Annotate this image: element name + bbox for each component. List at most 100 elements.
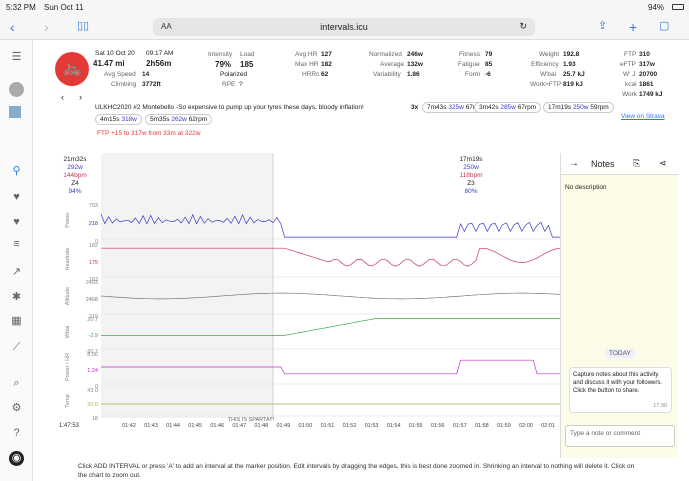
- sidebar: ☰ ⚲ ♥ ♥ ≡ ↗ ✱ ▦ ⟋ ⌕ ⚙ ? ◉: [0, 40, 33, 481]
- forward-icon[interactable]: ›: [44, 19, 49, 35]
- axis-tick: 175: [89, 260, 98, 266]
- settings-icon[interactable]: ⚙: [11, 402, 22, 414]
- axis-tick: 0: [95, 239, 98, 245]
- address-bar[interactable]: AA intervals.icu ↻: [153, 18, 535, 36]
- activity-date: Sat 10 Oct 20: [95, 50, 135, 57]
- distance: 41.47 mi: [93, 59, 125, 68]
- kcal-label: kcal: [625, 81, 637, 88]
- start-time: 1:47:53: [59, 423, 80, 428]
- cycling-icon: 🚲: [55, 52, 89, 86]
- activity-chart[interactable]: 21m32s292w144bpmZ494%9m19s314w173bpmZ410…: [51, 153, 561, 429]
- variability-label: Variability: [373, 71, 401, 78]
- series-label: Heartrate: [65, 248, 71, 271]
- discord-icon[interactable]: ◉: [9, 451, 24, 466]
- rpe-label: RPE: [222, 81, 236, 88]
- note-input[interactable]: Type a note or comment: [565, 425, 675, 447]
- series-label: Temp: [65, 394, 71, 407]
- wbal-value: 25.7 kJ: [563, 71, 585, 78]
- load-value[interactable]: 185: [240, 60, 254, 69]
- series-line-2: [100, 292, 561, 300]
- wj-value[interactable]: 20700: [639, 71, 658, 78]
- interval-header-dur: 21m32s: [63, 156, 87, 163]
- x-tick: 01:42: [122, 423, 136, 428]
- x-tick: 01:52: [343, 423, 357, 428]
- athlete-avatar[interactable]: [9, 106, 21, 118]
- notes-bubble: Capture notes about this activity and di…: [569, 367, 672, 413]
- axis-tick: 20.0: [87, 402, 98, 408]
- axis-tick: 2468: [86, 297, 98, 303]
- interval-chip-5[interactable]: 5m35s 262w 62rpm: [145, 114, 213, 125]
- avg-speed: 14: [142, 71, 150, 78]
- form-value: -6: [485, 71, 491, 78]
- reader-button[interactable]: AA: [161, 22, 172, 31]
- next-activity-icon[interactable]: ›: [79, 92, 82, 102]
- x-tick: 01:51: [321, 423, 335, 428]
- interval-chip-2[interactable]: 3m42s 285w 67rpm: [474, 102, 542, 113]
- polarized: Polarized: [220, 71, 248, 78]
- series-line-1: [101, 247, 561, 267]
- series-label: Power: [65, 212, 71, 228]
- interval-header-pct: 80%: [464, 188, 477, 195]
- power-icon[interactable]: ✱: [11, 291, 22, 303]
- interval-header-w: 250w: [463, 164, 479, 171]
- fitness-label: Fitness: [459, 51, 480, 58]
- avatar[interactable]: [9, 82, 24, 97]
- rpe-value[interactable]: ?: [239, 81, 243, 88]
- share-icon[interactable]: ⇪: [598, 20, 608, 32]
- x-tick: 01:53: [365, 423, 379, 428]
- help-icon[interactable]: ?: [13, 427, 20, 439]
- efficiency-value: 1.93: [563, 61, 576, 68]
- search-icon[interactable]: ⌕: [13, 377, 20, 389]
- no-description[interactable]: No description: [565, 184, 607, 191]
- share-notes-icon[interactable]: ⋖: [659, 158, 667, 168]
- activity-title[interactable]: ULKHC2020 #2 Montebello -So expensive to…: [95, 104, 364, 111]
- fatigue-value: 85: [485, 61, 493, 68]
- eftp-label: eFTP: [620, 61, 636, 68]
- compare-icon[interactable]: ⟋: [12, 341, 21, 353]
- interval-header-pct: 94%: [68, 188, 81, 195]
- strava-link[interactable]: View on Strava: [621, 113, 665, 120]
- activity-icon[interactable]: ⚲: [12, 165, 21, 177]
- axis-tick: -2.9: [89, 333, 98, 339]
- interval-chip-3[interactable]: 17m19s 250w 59rpm: [543, 102, 614, 113]
- back-icon[interactable]: ‹: [10, 19, 15, 35]
- new-tab-icon[interactable]: +: [629, 19, 638, 35]
- bookmarks-icon[interactable]: ▯▯: [77, 20, 90, 32]
- interval-chip-4[interactable]: 4m15s 318w: [95, 114, 142, 125]
- hrrc-label: HRRc: [302, 71, 320, 78]
- notes-bubble-text: Capture notes about this activity and di…: [573, 372, 663, 394]
- calendar-icon[interactable]: ▦: [11, 315, 22, 327]
- ftp-value[interactable]: 310: [639, 51, 650, 58]
- interval-header-bpm: 118bpm: [459, 172, 482, 179]
- list-icon[interactable]: ≡: [13, 238, 20, 250]
- form-label: Form: [465, 71, 481, 78]
- hrrc: 62: [321, 71, 329, 78]
- tabs-icon[interactable]: ▢: [659, 20, 670, 32]
- x-tick: 01:44: [166, 423, 180, 428]
- status-date: Sun Oct 11: [44, 3, 84, 12]
- avg-hr: 127: [321, 51, 332, 58]
- workftp-label: Work>FTP: [530, 81, 562, 88]
- weight-value[interactable]: 192.8: [563, 51, 580, 58]
- status-time: 5:32 PM: [6, 3, 36, 12]
- notes-title: Notes: [591, 159, 615, 169]
- interval-header-dur: 17m19s: [459, 156, 483, 163]
- menu-icon[interactable]: ☰: [11, 51, 22, 63]
- work-label: Work: [622, 91, 638, 98]
- fatigue-label: Fatigue: [458, 61, 480, 68]
- kcal-value: 1861: [639, 81, 654, 88]
- axis-tick: 793: [89, 203, 98, 209]
- axis-tick: 219: [89, 314, 98, 320]
- axis-tick: 163: [89, 277, 98, 283]
- collapse-icon[interactable]: →: [569, 158, 579, 169]
- attach-icon[interactable]: ⎘: [633, 158, 641, 168]
- health-icon[interactable]: ♥: [13, 191, 20, 203]
- intensity-label: Intensity: [208, 51, 233, 58]
- duration: 2h56m: [146, 59, 172, 68]
- reload-icon[interactable]: ↻: [519, 21, 527, 31]
- normalized-power: 246w: [407, 51, 423, 58]
- activity-chart-svg[interactable]: 21m32s292w144bpmZ494%9m19s314w173bpmZ410…: [51, 153, 561, 429]
- prev-activity-icon[interactable]: ‹: [61, 92, 64, 102]
- fitness-chart-icon[interactable]: ↗: [11, 266, 22, 278]
- wellness-icon[interactable]: ♥: [13, 216, 20, 228]
